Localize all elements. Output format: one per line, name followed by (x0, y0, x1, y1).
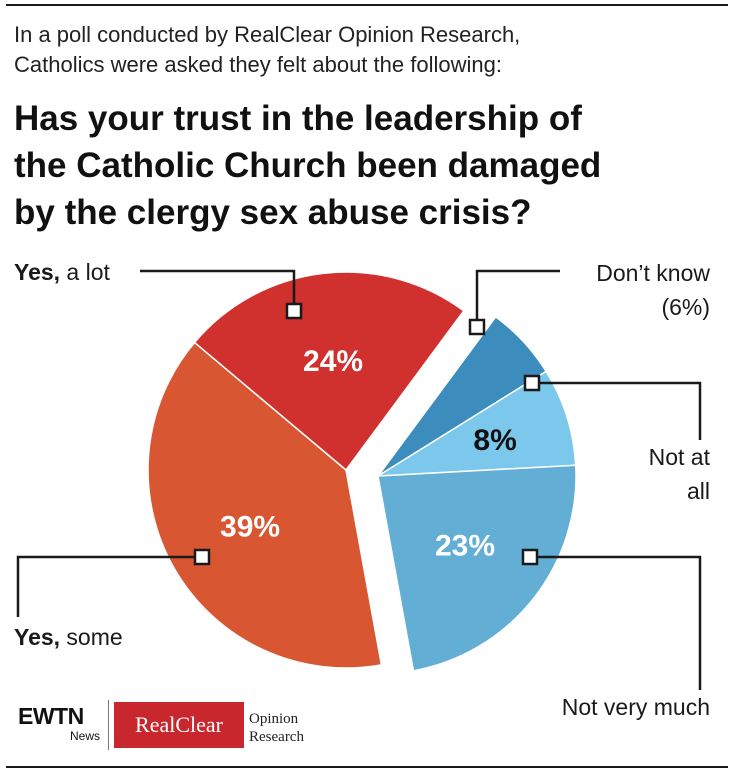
value-label-not-at-all: 8% (473, 424, 516, 457)
leader-marker-yes-some (193, 548, 211, 566)
leader-marker-not-very-much (521, 548, 539, 566)
leader-marker-dont-know (468, 318, 486, 336)
label-not-at-all: Not at all (648, 444, 710, 504)
logo-divider (108, 700, 109, 750)
leader-line-yes-some (16, 555, 202, 617)
intro-text: In a poll conducted by RealClear Opinion… (14, 20, 714, 80)
leader-marker-not-at-all (523, 374, 541, 392)
label-dont-know: Don’t know (6%) (596, 260, 710, 320)
label-yes-some: Yes, some (14, 624, 123, 650)
leader-marker-yes-a-lot (285, 302, 303, 320)
leader-line-not-at-all (532, 381, 702, 440)
realclear-logo: RealClear (114, 702, 244, 748)
label-not-very-much: Not very much (561, 694, 710, 720)
value-label-not-very-much: 23% (435, 530, 495, 563)
leader-line-yes-a-lot (140, 269, 296, 311)
ewtn-news-logo: News (70, 729, 101, 743)
intro-line-2: Catholics were asked they felt about the… (14, 52, 502, 77)
pie-wedges (147, 271, 577, 672)
intro-line-1: In a poll conducted by RealClear Opinion… (14, 22, 521, 47)
leader-line-dont-know (475, 269, 560, 327)
label-yes-a-lot: Yes, a lot (14, 259, 110, 285)
pie-slice-not-very-much (377, 464, 577, 672)
bottom-rule (6, 766, 728, 768)
value-labels: 8% 23% 39% 24% (220, 345, 517, 563)
value-label-yes-some: 39% (220, 511, 280, 544)
pie-slice-yes-a-lot (193, 271, 465, 472)
title-line-3: by the clergy sex abuse crisis? (14, 193, 532, 232)
ewtn-logo: EWTN (18, 703, 84, 729)
leader-line-not-very-much (530, 555, 702, 690)
value-label-yes-a-lot: 24% (303, 345, 363, 378)
top-rule (6, 4, 728, 6)
opinion-research-logo: Opinion Research (249, 711, 304, 745)
pie-slice-not-at-all (377, 370, 577, 477)
title-line-2: the Catholic Church been damaged (14, 146, 602, 185)
title-line-1: Has your trust in the leadership of (14, 99, 582, 138)
leader-lines (16, 269, 702, 690)
pie-slice-yes-some (147, 341, 383, 669)
chart-title: Has your trust in the leadership of the … (14, 95, 724, 236)
